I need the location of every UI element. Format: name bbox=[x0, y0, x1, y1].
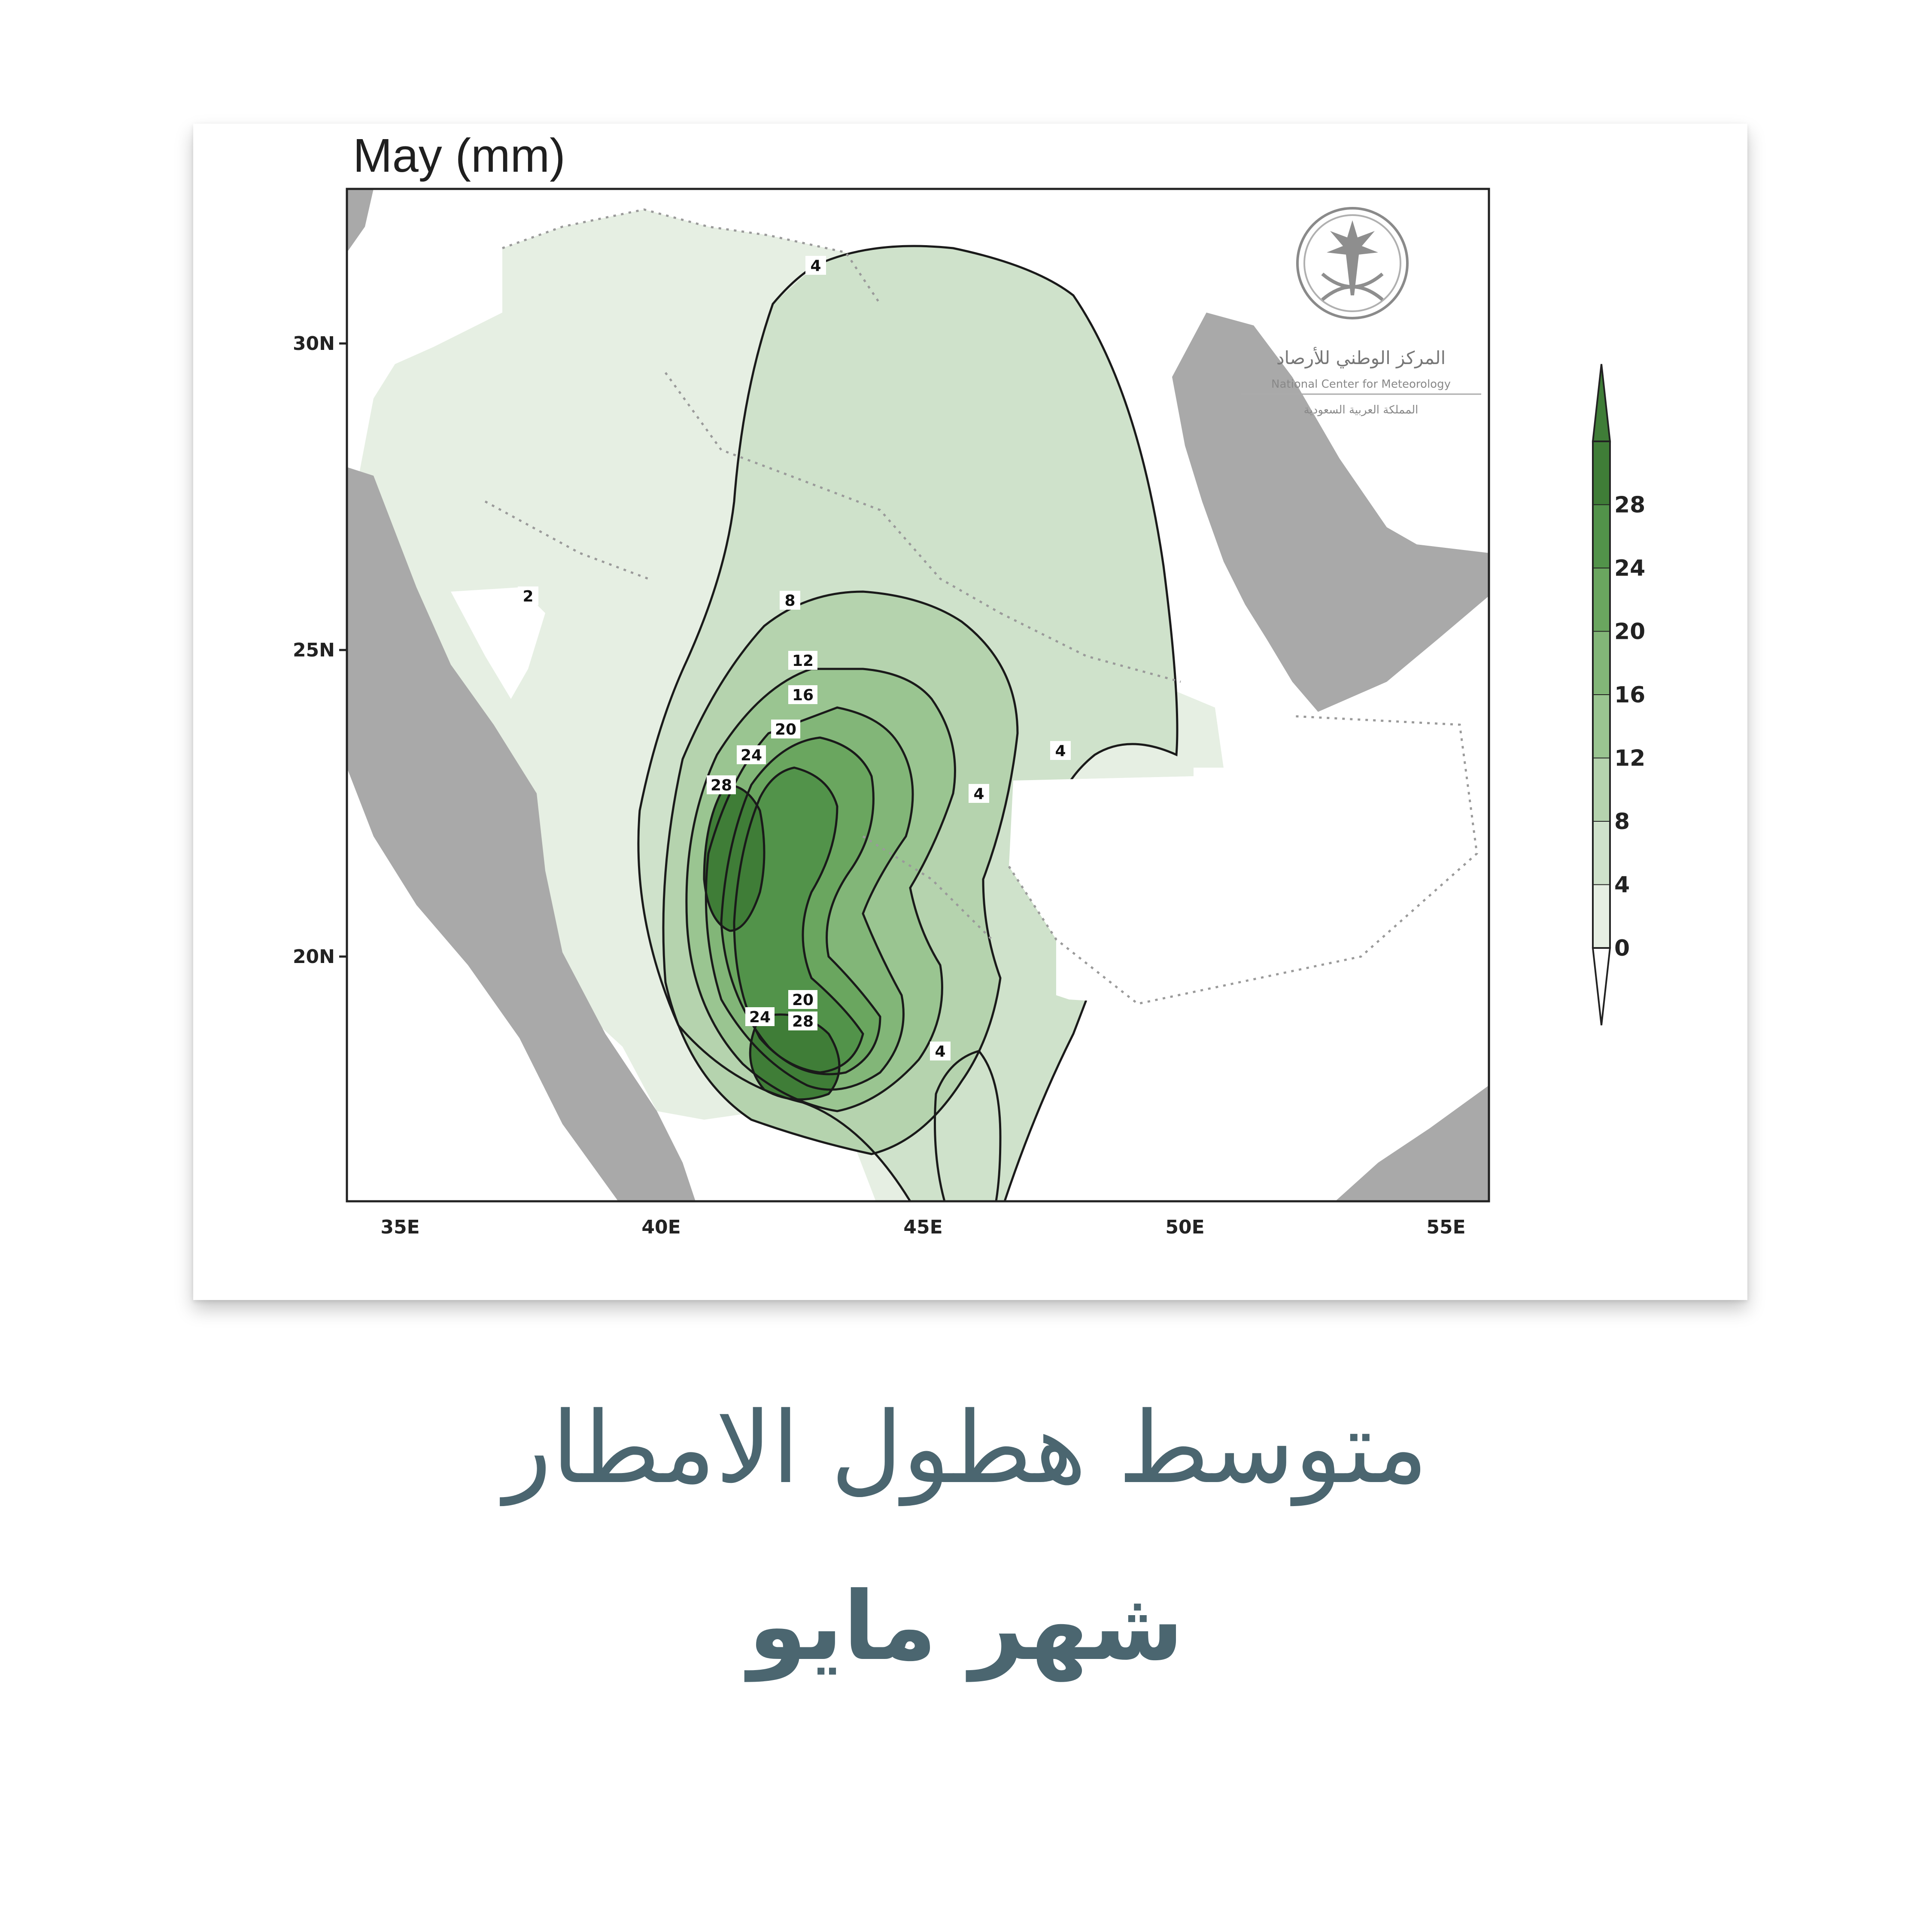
svg-text:4: 4 bbox=[810, 257, 821, 275]
lat-label-30n: 30N bbox=[293, 333, 335, 355]
svg-text:24: 24 bbox=[749, 1009, 771, 1026]
lat-label-25n: 25N bbox=[293, 639, 335, 661]
palm-icon bbox=[1327, 220, 1378, 295]
colorbar-bin bbox=[1592, 568, 1610, 632]
contour-label: 4 bbox=[1050, 741, 1071, 760]
plot-area bbox=[346, 188, 1490, 1203]
colorbar-bin bbox=[1592, 694, 1610, 759]
svg-text:20: 20 bbox=[775, 721, 796, 738]
map-card: May (mm) bbox=[193, 124, 1747, 1300]
contour-label: 20 bbox=[788, 990, 817, 1009]
colorbar-bin bbox=[1592, 631, 1610, 695]
colorbar-bin bbox=[1592, 504, 1610, 568]
contour-label: 28 bbox=[788, 1012, 817, 1030]
contour-label: 24 bbox=[737, 745, 766, 764]
lat-label-20n: 20N bbox=[293, 946, 335, 968]
lon-axis: 35E 40E 45E 50E 55E bbox=[380, 1216, 1465, 1238]
svg-text:16: 16 bbox=[792, 687, 814, 704]
contour-label-group: 4 8 12 16 20 24 28 20 24 28 4 4 4 2 bbox=[518, 256, 1071, 1060]
colorbar-label: 12 bbox=[1614, 746, 1645, 772]
colorbar-label: 20 bbox=[1614, 619, 1645, 645]
colorbar-bin bbox=[1592, 757, 1610, 822]
swords-icon bbox=[1321, 272, 1384, 301]
lon-label-45e: 45E bbox=[903, 1216, 942, 1238]
colorbar-label: 4 bbox=[1614, 872, 1630, 898]
contour-label: 2 bbox=[518, 586, 538, 605]
svg-text:8: 8 bbox=[784, 592, 795, 610]
colorbar-label: 16 bbox=[1614, 682, 1645, 708]
lon-label-55e: 55E bbox=[1426, 1216, 1465, 1238]
logo-arabic-sub: المملكة العربية السعودية bbox=[1304, 404, 1419, 416]
contour-label: 4 bbox=[930, 1042, 951, 1060]
svg-text:4: 4 bbox=[1055, 742, 1066, 760]
gulf-pocket bbox=[451, 587, 545, 699]
colorbar-bin bbox=[1592, 821, 1610, 885]
colorbar-label: 24 bbox=[1614, 556, 1645, 581]
lon-label-50e: 50E bbox=[1165, 1216, 1204, 1238]
svg-text:28: 28 bbox=[711, 777, 732, 794]
contour-label: 12 bbox=[788, 651, 817, 670]
contour-label: 8 bbox=[780, 591, 800, 610]
svg-text:4: 4 bbox=[935, 1043, 945, 1060]
colorbar-bin bbox=[1592, 441, 1610, 505]
lat-axis: 30N 25N 20N bbox=[293, 333, 347, 968]
persian-gulf bbox=[1172, 313, 1489, 712]
rainfall-map: May (mm) bbox=[293, 129, 1645, 1238]
ncm-logo: المركز الوطني للأرصاد National Center fo… bbox=[1241, 207, 1481, 416]
svg-text:20: 20 bbox=[792, 991, 814, 1009]
colorbar-label: 8 bbox=[1614, 809, 1630, 835]
svg-text:28: 28 bbox=[792, 1013, 814, 1030]
colorbar-label: 0 bbox=[1614, 936, 1630, 961]
svg-text:24: 24 bbox=[741, 747, 762, 764]
colorbar: 0 4 8 12 16 20 24 28 bbox=[1592, 364, 1645, 1026]
colorbar-bin bbox=[1592, 884, 1610, 948]
contour-label: 16 bbox=[788, 685, 817, 704]
colorbar-label: 28 bbox=[1614, 492, 1645, 518]
plot-frame bbox=[346, 188, 1490, 1203]
logo-english-name: National Center for Meteorology bbox=[1271, 378, 1451, 391]
caption-title: متوسط هطول الامطار bbox=[504, 1391, 1428, 1506]
lon-label-35e: 35E bbox=[380, 1216, 419, 1238]
contour-label: 28 bbox=[707, 775, 736, 794]
lon-label-40e: 40E bbox=[641, 1216, 680, 1238]
contour-label: 20 bbox=[771, 720, 800, 738]
contour-label: 4 bbox=[805, 256, 826, 275]
arabian-sea-edge bbox=[1335, 1085, 1489, 1201]
caption-month: شهر مايو bbox=[748, 1571, 1184, 1681]
region-borders bbox=[484, 208, 1478, 1005]
colorbar-top-arrow bbox=[1592, 364, 1611, 442]
svg-text:12: 12 bbox=[792, 652, 814, 670]
red-sea bbox=[347, 467, 696, 1201]
africa-edge bbox=[347, 189, 374, 252]
map-title: May (mm) bbox=[353, 129, 565, 182]
svg-text:2: 2 bbox=[522, 588, 533, 605]
contour-label: 24 bbox=[745, 1007, 775, 1026]
logo-arabic-name: المركز الوطني للأرصاد bbox=[1276, 346, 1446, 369]
rub-al-khali-area bbox=[1009, 708, 1477, 1004]
svg-text:4: 4 bbox=[973, 785, 984, 803]
contour-label: 4 bbox=[969, 784, 989, 803]
colorbar-bottom-arrow bbox=[1592, 947, 1611, 1026]
